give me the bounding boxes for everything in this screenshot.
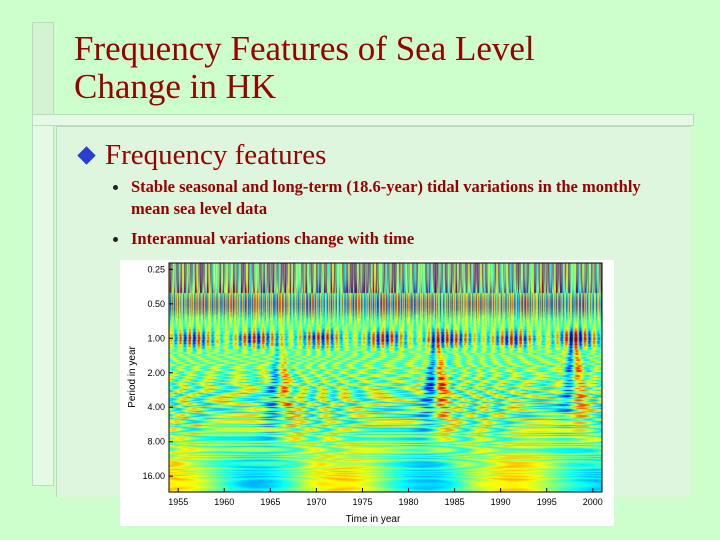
sub-bullet-item: Interannual variations change with time — [110, 228, 680, 250]
x-tick-label: 1995 — [537, 497, 557, 507]
decor-horizontal-bar — [32, 114, 694, 126]
decor-title-bar — [32, 22, 54, 116]
y-tick-label: 0.25 — [147, 264, 165, 274]
x-tick-label: 1985 — [445, 497, 465, 507]
x-tick-label: 1990 — [491, 497, 511, 507]
wavelet-chart-svg: 1955 1960 1965 1970 1975 1980 1985 1990 1995 2000… — [127, 262, 603, 525]
x-tick-label: 1975 — [352, 497, 372, 507]
diamond-bullet-icon — [77, 145, 96, 165]
slide-title: Frequency Features of Sea Level Change i… — [74, 30, 694, 106]
dot-bullet-icon — [113, 237, 118, 242]
title-line-1: Frequency Features of Sea Level — [74, 29, 535, 68]
y-tick-label: 1.00 — [147, 333, 165, 343]
x-axis-label: Time in year — [346, 514, 401, 525]
x-tick-label: 2000 — [583, 497, 603, 507]
sub-bullet-text: Interannual variations change with time — [131, 229, 415, 248]
sub-bullet-list: Stable seasonal and long-term (18.6-year… — [110, 176, 680, 258]
y-tick-label: 8.00 — [147, 437, 165, 447]
sub-bullet-item: Stable seasonal and long-term (18.6-year… — [110, 176, 680, 220]
heatmap-image — [169, 263, 602, 492]
x-tick-label: 1980 — [399, 497, 419, 507]
sub-bullet-text: Stable seasonal and long-term (18.6-year… — [131, 177, 641, 218]
y-tick-label: 0.50 — [147, 299, 165, 309]
x-tick-label: 1965 — [260, 497, 280, 507]
title-line-2: Change in HK — [74, 67, 277, 106]
main-bullet: Frequency features — [76, 140, 326, 170]
y-tick-label: 2.00 — [147, 368, 165, 378]
y-tick-label: 16.00 — [142, 471, 165, 481]
x-tick-label: 1955 — [168, 497, 188, 507]
wavelet-chart: 1955 1960 1965 1970 1975 1980 1985 1990 1995 2000… — [120, 260, 614, 526]
x-tick-label: 1960 — [214, 497, 234, 507]
y-axis-label: Period in year — [127, 345, 138, 407]
dot-bullet-icon — [113, 185, 118, 190]
plot-frame — [168, 262, 603, 493]
x-tick-label: 1970 — [306, 497, 326, 507]
y-tick-label: 4.00 — [147, 402, 165, 412]
main-bullet-text: Frequency features — [105, 139, 327, 171]
